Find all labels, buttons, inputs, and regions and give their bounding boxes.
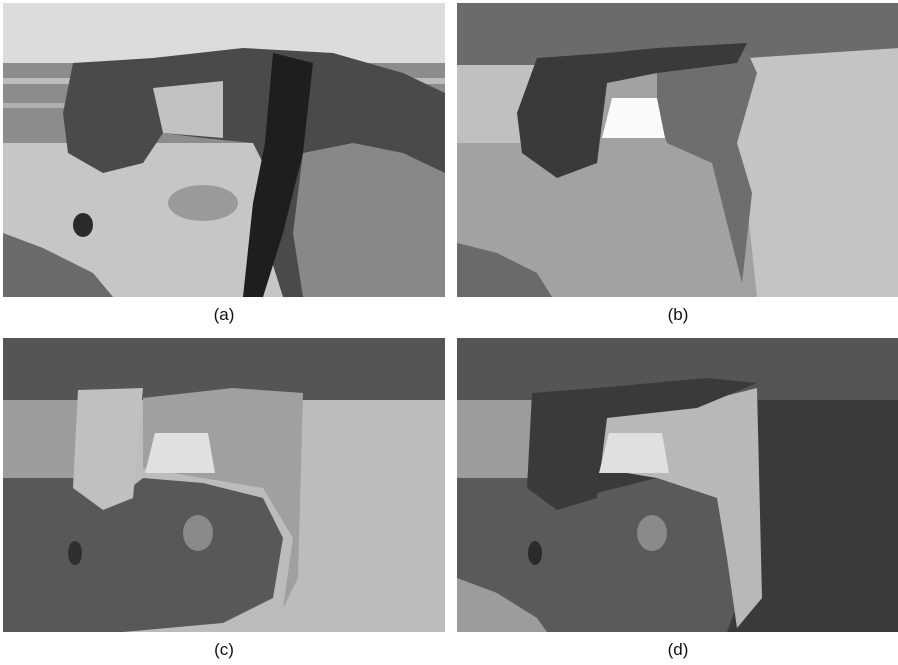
caption: (c) — [3, 640, 445, 660]
caption: (a) — [3, 305, 445, 325]
caption: (d) — [457, 640, 898, 660]
segmentation-map — [457, 3, 898, 297]
photo — [3, 3, 445, 297]
figure: (a) (b) (c) (d) — [0, 0, 898, 665]
segmentation-map — [457, 338, 898, 632]
caption: (b) — [457, 305, 898, 325]
segmentation-map — [3, 338, 445, 632]
